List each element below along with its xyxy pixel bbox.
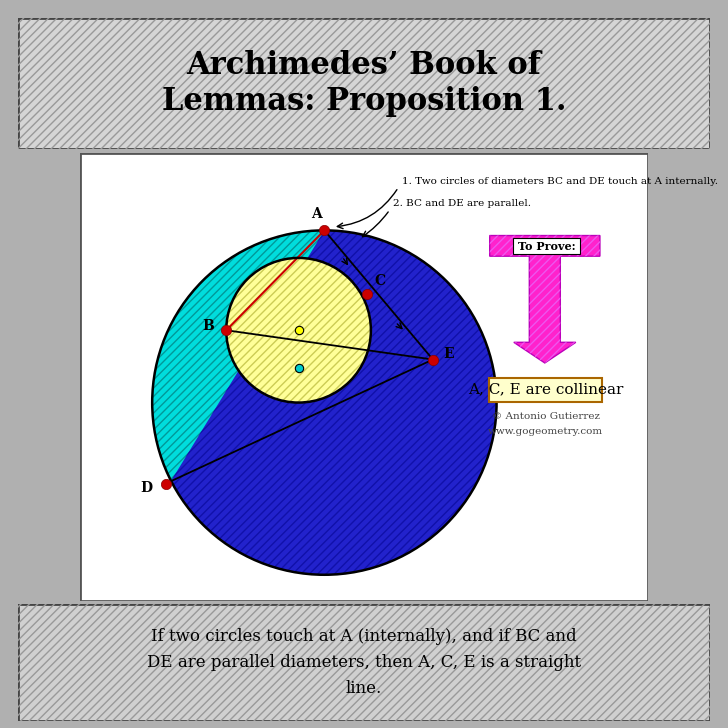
Text: www.gogeometry.com: www.gogeometry.com [488,427,604,436]
Text: To Prove:: To Prove: [518,241,575,252]
Polygon shape [226,258,371,403]
FancyBboxPatch shape [488,378,603,402]
Text: D: D [141,481,152,495]
Polygon shape [152,230,496,575]
Polygon shape [171,230,496,575]
FancyBboxPatch shape [513,238,580,255]
Point [319,224,331,236]
Point [160,478,172,489]
Point [427,354,439,365]
Point [221,325,232,336]
Text: C: C [374,274,385,288]
Point [362,288,373,300]
Text: E: E [443,347,454,361]
Text: 2. BC and DE are parallel.: 2. BC and DE are parallel. [393,199,531,208]
Text: © Antonio Gutierrez: © Antonio Gutierrez [491,412,600,421]
Text: If two circles touch at A (internally), and if BC and
DE are parallel diameters,: If two circles touch at A (internally), … [147,628,581,697]
Text: B: B [202,320,214,333]
Text: A: A [311,207,321,221]
Polygon shape [490,236,600,363]
Text: Archimedes’ Book of
Lemmas: Proposition 1.: Archimedes’ Book of Lemmas: Proposition … [162,50,566,117]
Text: A, C, E are collinear: A, C, E are collinear [468,383,623,397]
Text: 1. Two circles of diameters BC and DE touch at A internally.: 1. Two circles of diameters BC and DE to… [402,177,718,186]
